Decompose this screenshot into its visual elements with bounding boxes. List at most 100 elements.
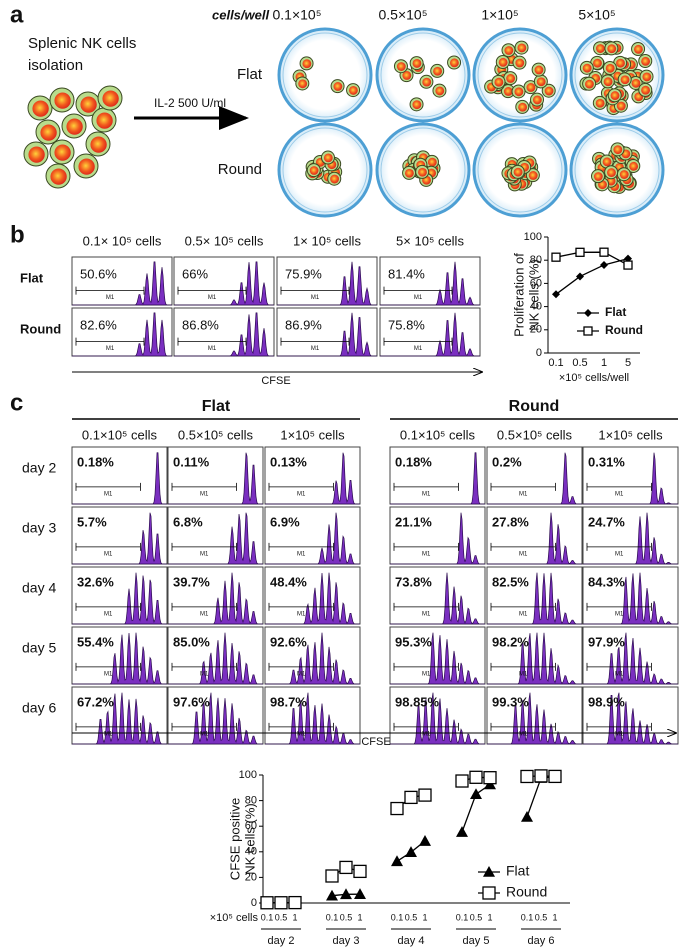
row-label: day 3 [22,520,56,536]
x-tick-label: 0.5 [405,912,418,922]
cell-nucleus [28,146,45,163]
point [575,247,585,257]
cell-nucleus [610,91,620,100]
cell [402,165,417,180]
histogram [487,632,582,685]
dish-rim [477,127,563,213]
cell-nucleus [333,82,343,91]
cell [91,107,117,133]
percent-label: 32.6% [77,574,114,589]
cell [299,56,314,71]
cell [501,43,516,58]
dish-rim [282,32,368,118]
x-tick-label: 1 [487,912,492,922]
cell [590,169,605,184]
gate-label: M1 [519,611,528,617]
cell-nucleus [585,79,594,89]
point [339,860,353,875]
legend-label: Flat [506,863,529,879]
column-label: 0.5×10⁵ [378,7,427,23]
cell [295,76,310,91]
histogram [487,692,582,745]
cell [447,55,462,70]
point [405,846,417,857]
cell [616,167,631,182]
point [600,260,608,269]
x-tick-label: 0.5 [470,912,483,922]
row-label: day 2 [22,460,56,476]
group-label: day 2 [268,935,295,947]
cell [599,154,614,169]
cell-nucleus [396,62,406,71]
cell-nucleus [422,77,432,87]
column-label: 0.1×10⁵ cells [82,427,158,442]
percent-label: 81.4% [388,266,425,281]
percent-label: 0.18% [77,454,114,469]
cell [600,74,615,89]
cell-nucleus [96,112,113,129]
row-label: day 4 [22,580,56,596]
cell-nucleus [620,75,630,85]
histogram [72,632,167,685]
percent-label: 0.13% [270,454,307,469]
y-tick-label: 0 [251,897,257,909]
treatment-label: IL-2 500 U/ml [154,96,226,110]
cell [604,165,619,180]
cell-nucleus [607,168,616,178]
histogram [390,512,485,565]
gate-label: M1 [414,295,423,301]
histogram [168,512,263,565]
percent-label: 75.8% [388,317,425,332]
percent-label: 86.9% [285,317,322,332]
column-label: 1×10⁵ cells [598,427,663,442]
percent-label: 50.6% [80,266,117,281]
point [456,826,468,837]
percent-label: 27.8% [492,514,529,529]
cell [639,69,654,84]
percent-label: 97.9% [588,634,625,649]
cell-nucleus [427,157,437,167]
cell-nucleus [80,96,97,113]
gate-label: M1 [104,731,113,737]
histogram [583,512,678,565]
dish-rim [574,32,660,118]
percent-label: 98.2% [492,634,529,649]
gate-label: M1 [422,551,431,557]
dish-rim [380,127,466,213]
y-tick-label: 40 [245,846,257,858]
x-tick-label: 0.5 [340,912,353,922]
cell-nucleus [616,58,625,68]
gate-label: M1 [104,491,113,497]
histogram [583,572,678,625]
x-tick-label: 0.5 [275,912,288,922]
percent-label: 66% [182,266,208,281]
cell-nucleus [641,56,651,66]
gate-label: M1 [422,731,431,737]
y-tick-label: 0 [536,347,542,359]
cell-nucleus [642,72,652,82]
x-tick-label: 0.1 [548,357,563,369]
x-tick-label: 1 [422,912,427,922]
gate-label: M1 [422,611,431,617]
y-tick-label: 40 [530,301,542,313]
cell-nucleus [323,153,333,163]
histogram [168,632,263,685]
row-label: day 6 [22,700,56,716]
point [404,790,418,805]
histogram [168,692,263,745]
gate-label: M1 [208,295,217,301]
dish [277,27,373,123]
histogram [174,312,274,357]
gate-label: M1 [297,611,306,617]
axis-label: CFSE [261,375,290,387]
percent-label: 98.7% [270,694,307,709]
percent-label: 21.1% [395,514,432,529]
cell [514,40,529,55]
gate-label: M1 [422,491,431,497]
cell-nucleus [504,46,514,55]
row-label: Flat [237,66,263,83]
histogram [487,572,582,625]
percent-label: 0.31% [588,454,625,469]
percent-label: 97.6% [173,694,210,709]
column-label: 1× 10⁵ cells [293,233,361,248]
